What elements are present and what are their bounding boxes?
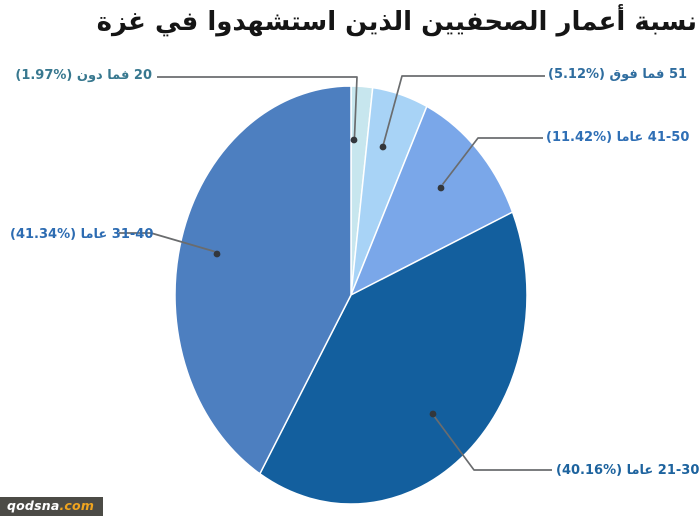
pie-slice-3 [259,211,528,505]
slice-label-age-41-50: 41-50 عاما (%11.42) [546,130,690,145]
leader-lines [119,75,552,471]
pie-slice-1 [350,86,428,296]
pie-slices [174,85,528,505]
pie-slice-4 [174,85,352,475]
watermark-site-name: qodsna [7,498,60,513]
leader-line-3 [433,415,552,471]
leader-dot-1 [379,143,387,151]
slice-label-age-21-30: 21-30 عاما (%40.16) [556,463,700,478]
leader-dot-4 [213,250,221,258]
watermark-site-tld: .com [59,498,95,513]
slice-label-age-31-40: 31-40 عاما (%41.34) [10,227,154,242]
slice-label-age-51-over: 51 فما فوق (%5.12) [548,67,688,82]
leader-dot-0 [350,136,358,144]
watermark-qodsna: qodsna.com [0,497,104,516]
leader-dot-2 [437,184,445,192]
leader-dot-3 [429,410,437,418]
pie-slice-2 [350,105,514,296]
chart-title: نسبة أعمار الصحفيين الذين استشهدوا في غز… [96,7,697,37]
slice-label-age-20-under: 20 فما دون (%1.97) [15,68,152,83]
leader-line-2 [441,137,543,186]
leader-line-0 [157,76,358,138]
pie-slice-0 [350,85,374,296]
leader-line-1 [382,75,545,145]
